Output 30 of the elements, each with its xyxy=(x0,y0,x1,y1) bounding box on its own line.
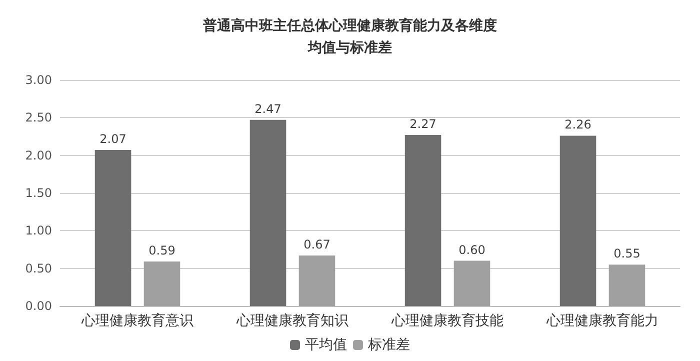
data-label: 0.67 xyxy=(304,238,330,252)
bar xyxy=(560,136,596,306)
bar xyxy=(94,150,132,306)
x-tick-label: 心理健康教育知识 xyxy=(236,312,348,329)
data-label: 0.55 xyxy=(614,246,640,261)
data-label: 2.27 xyxy=(410,116,436,131)
y-tick-label: 1.00 xyxy=(25,224,52,238)
y-tick-label: 3.00 xyxy=(25,73,52,87)
bar xyxy=(144,262,180,306)
bar xyxy=(250,120,286,306)
chart-title: 普通高中班主任总体心理健康教育能力及各维度均值与标准差 xyxy=(202,17,497,56)
x-tick-label: 心理健康教育技能 xyxy=(390,312,504,329)
data-label: 2.47 xyxy=(254,102,282,116)
y-tick-label: 0.00 xyxy=(25,299,52,313)
data-label: 2.07 xyxy=(100,132,126,146)
legend-label: 标准差 xyxy=(367,337,410,353)
y-tick-label: 2.00 xyxy=(25,148,52,162)
data-label: 0.60 xyxy=(458,242,486,257)
bar xyxy=(454,260,490,306)
data-label: 0.59 xyxy=(148,244,176,258)
bar xyxy=(298,256,336,306)
y-tick-label: 0.50 xyxy=(25,261,52,276)
x-tick-label: 心理健康教育能力 xyxy=(546,312,658,329)
legend-label: 平均值 xyxy=(305,337,347,353)
x-tick-label: 心理健康教育意识 xyxy=(80,312,194,329)
bar xyxy=(404,134,442,306)
y-tick-label: 1.50 xyxy=(25,186,52,200)
bar xyxy=(608,264,646,306)
data-label: 2.26 xyxy=(564,118,592,132)
y-tick-label: 2.50 xyxy=(25,110,52,125)
